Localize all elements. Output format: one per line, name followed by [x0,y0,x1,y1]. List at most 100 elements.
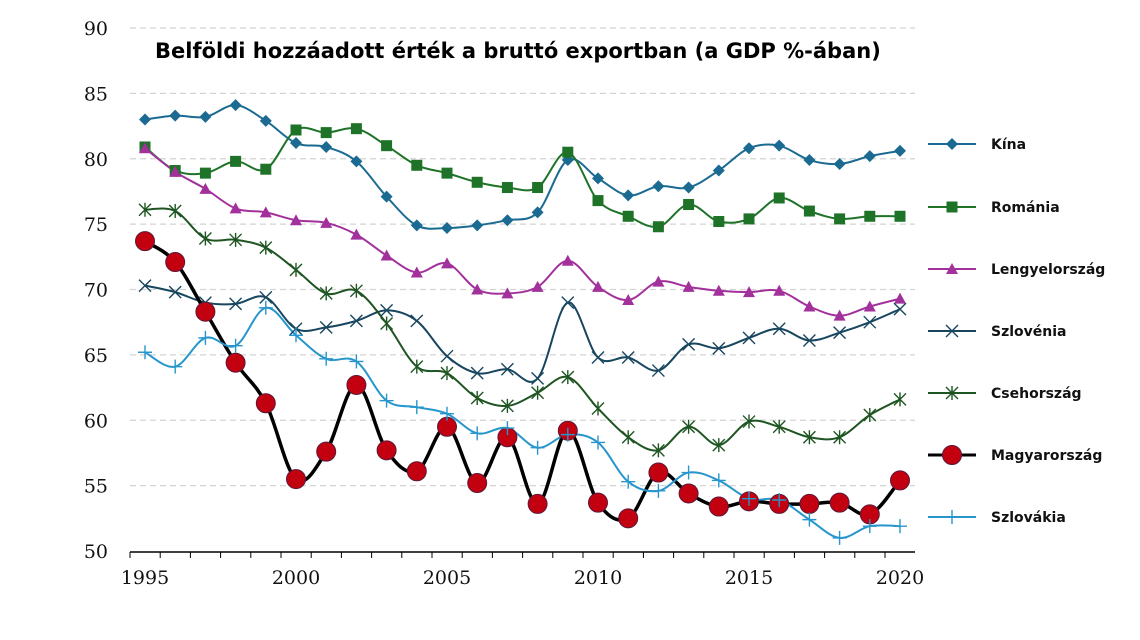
plus-marker [591,435,605,450]
circle-marker [890,470,910,491]
square-marker [803,205,815,217]
star-marker [470,391,484,406]
circle-marker [799,493,820,514]
square-marker [532,182,544,194]
diamond-marker [531,206,544,219]
square-marker [652,221,664,233]
circle-marker [165,252,186,273]
diamond-marker [259,114,272,127]
triangle-marker [773,284,786,296]
triangle-marker [894,292,906,304]
square-marker [834,213,846,225]
square-marker [441,167,453,179]
plus-marker [530,440,545,455]
plus-marker [258,300,273,315]
plus-marker [945,510,959,524]
plus-marker [440,406,454,421]
diamond-marker [350,155,363,168]
plus-marker [560,427,575,442]
plus-marker [772,493,787,508]
square-marker [260,163,272,175]
series-markers [135,99,910,545]
star-marker [772,419,786,434]
legend-label: Csehország [991,386,1082,402]
square-marker [290,124,302,136]
square-marker [773,192,785,204]
x-marker [893,302,907,316]
legend-marker [942,445,962,465]
series-line [144,239,902,522]
triangle-marker [229,202,242,214]
legend-label: Magyarország [991,448,1102,464]
x-marker [682,337,696,351]
x-marker [138,279,152,293]
square-marker [562,146,574,158]
x-tick-label: 2000 [272,567,320,589]
plus-marker [862,519,877,534]
plus-marker [802,512,817,527]
y-tick-label: 50 [84,541,108,563]
x-tick-label: 2005 [423,567,471,589]
circle-marker [588,492,608,513]
circle-marker [467,473,488,494]
triangle-marker [803,300,816,312]
plus-marker [228,338,243,353]
star-marker [440,366,454,381]
plus-marker [379,393,394,408]
circle-marker [678,483,699,504]
diamond-marker [471,219,484,232]
legend-marker [945,386,959,400]
square-marker [411,159,423,171]
diamond-marker [501,214,514,227]
triangle-marker [410,266,423,278]
circle-marker [376,440,397,461]
square-marker [622,210,634,222]
triangle-marker [946,263,958,274]
plus-marker [138,345,152,360]
x-marker [168,285,182,299]
x-marker [349,314,363,328]
legend-marker [945,510,959,524]
star-marker [380,316,394,331]
triangle-marker [712,284,725,296]
series-lines [144,104,902,539]
plus-marker [832,530,847,545]
circle-marker [225,352,246,373]
series-markers-group [135,231,910,529]
gridlines [130,27,915,487]
triangle-marker [682,280,695,292]
triangle-marker [561,254,574,266]
circle-marker [648,462,669,483]
diamond-marker [320,140,333,153]
y-tick-label: 55 [84,476,108,498]
triangle-marker [652,275,665,287]
series-markers-group [139,123,906,233]
square-marker [683,199,695,211]
x-marker [410,314,424,328]
x-marker [319,320,333,334]
triangle-marker [169,165,182,177]
circle-marker [316,441,337,462]
plus-marker [681,465,696,480]
x-marker [380,303,394,317]
triangle-marker [531,280,544,292]
square-marker [743,213,755,225]
square-marker [864,210,876,222]
plus-marker [349,354,364,369]
square-marker [894,210,906,222]
circle-marker [406,461,427,482]
star-marker [289,262,303,277]
legend-marker [946,201,958,213]
diamond-marker [863,150,876,163]
triangle-marker [833,309,846,321]
diamond-marker [380,190,393,203]
legend-label: Kína [991,137,1026,153]
triangle-marker [139,142,151,154]
square-marker [501,182,513,194]
y-tick-label: 80 [84,149,108,171]
star-marker [712,438,726,453]
y-tick-label: 85 [84,83,108,105]
x-marker [772,322,786,336]
